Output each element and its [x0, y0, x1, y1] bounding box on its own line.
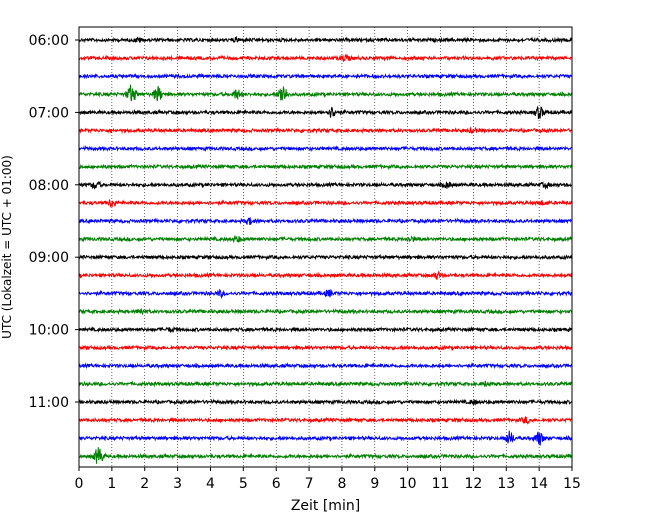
trace-line-0815	[78, 198, 573, 209]
x-tick-label: 14	[530, 476, 548, 492]
x-tick-label: 9	[370, 476, 379, 492]
x-axis-label: Zeit [min]	[291, 498, 360, 514]
x-tick-label: 5	[239, 476, 248, 492]
trace-line-0845	[78, 235, 573, 244]
x-tick-label: 2	[140, 476, 149, 492]
trace-line-0700	[78, 106, 573, 120]
trace-line-0915	[78, 271, 573, 280]
x-tick-label: 12	[464, 476, 482, 492]
trace-line-0715	[78, 126, 573, 135]
x-tick-label: 4	[206, 476, 215, 492]
trace-line-1030	[78, 362, 573, 370]
trace-line-1115	[78, 415, 573, 425]
trace-line-0800	[78, 180, 573, 190]
trace-line-0645	[78, 84, 573, 102]
trace-line-1000	[78, 326, 573, 334]
trace-line-1045	[78, 380, 573, 388]
trace-line-0900	[78, 253, 573, 261]
trace-line-0930	[78, 288, 573, 300]
y-tick-label: 09:00	[29, 250, 69, 266]
trace-line-1145	[78, 447, 573, 464]
seismic-traces	[78, 35, 573, 464]
trace-line-0945	[78, 308, 573, 316]
x-tick-label: 3	[173, 476, 182, 492]
x-tick-label: 7	[305, 476, 314, 492]
trace-line-0730	[78, 145, 573, 153]
x-tick-label: 10	[399, 476, 417, 492]
x-tick-label: 0	[75, 476, 84, 492]
trace-line-0600	[78, 35, 573, 44]
grid-lines	[111, 27, 540, 467]
x-tick-label: 1	[107, 476, 116, 492]
trace-line-0745	[78, 163, 573, 171]
trace-line-1015	[78, 344, 573, 352]
trace-line-1100	[78, 398, 573, 406]
y-tick-label: 07:00	[29, 105, 69, 121]
trace-line-1130	[78, 430, 573, 446]
x-axis-ticks: 0 1 2 3 4 5 6 7 8 9 10 11 12 13 14 15	[75, 467, 581, 492]
x-tick-label: 8	[337, 476, 346, 492]
trace-line-0630	[78, 72, 573, 80]
x-tick-label: 13	[497, 476, 515, 492]
y-axis-label: UTC (Lokalzeit = UTC + 01:00)	[0, 155, 14, 339]
x-tick-label: 6	[272, 476, 281, 492]
y-tick-label: 08:00	[29, 178, 69, 194]
y-tick-label: 06:00	[29, 33, 69, 49]
y-axis-ticks: 06:00 07:00 08:00 09:00 10:00 11:00	[29, 33, 79, 411]
y-tick-label: 10:00	[29, 323, 69, 339]
x-tick-label: 11	[432, 476, 450, 492]
plot-area	[79, 27, 572, 467]
trace-line-0830	[78, 217, 573, 225]
y-tick-label: 11:00	[29, 395, 69, 411]
plot-frame	[78, 26, 573, 468]
trace-line-0615	[78, 53, 573, 62]
x-tick-label: 15	[563, 476, 581, 492]
